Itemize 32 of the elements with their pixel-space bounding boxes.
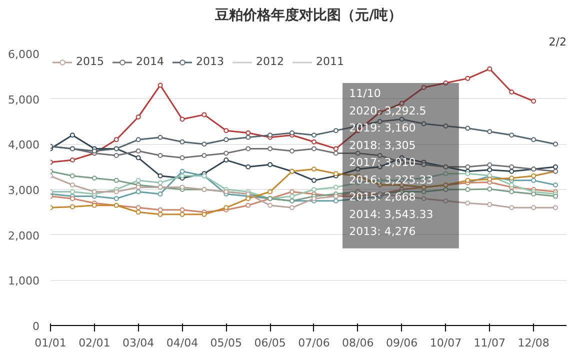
- x-tick-label: 04/04: [166, 336, 198, 350]
- y-tick-label: 6,000: [8, 48, 40, 61]
- x-tick-label: 10/07: [430, 336, 462, 350]
- legend-label: 2013: [196, 55, 224, 68]
- y-tick-label: 0: [32, 320, 40, 333]
- chart-title: 豆粕价格年度对比图（元/吨）: [214, 6, 402, 24]
- x-tick-label: 01/01: [34, 336, 66, 350]
- annotation: 2015: 2,668: [349, 190, 416, 204]
- y-tick-label: 5,000: [8, 93, 40, 106]
- annotation: 2014: 3,543.33: [349, 208, 434, 221]
- x-tick-label: 08/06: [342, 336, 374, 350]
- annotation: 2018: 3,305: [349, 138, 416, 152]
- x-tick-label: 02/01: [78, 336, 110, 350]
- y-tick-label: 2,000: [8, 229, 40, 242]
- annotation: 2020: 3,292.5: [349, 104, 426, 118]
- text: 2/2: [548, 36, 566, 48]
- x-tick-label: 11/07: [474, 336, 506, 350]
- legend-label: 2014: [136, 55, 164, 68]
- y-tick-label: 3,000: [8, 184, 40, 197]
- x-tick-label: 03/04: [122, 336, 154, 350]
- annotation: 11/10: [349, 87, 381, 100]
- legend-label: 2011: [316, 55, 344, 68]
- x-tick-label: 06/05: [254, 336, 286, 350]
- legend-label: 2012: [256, 55, 284, 68]
- x-tick-label: 09/06: [386, 336, 418, 350]
- y-tick-label: 1,000: [8, 274, 40, 288]
- annotation: 2013: 4,276: [349, 225, 416, 238]
- x-tick-label: 05/05: [210, 336, 242, 350]
- legend-label: 2015: [76, 55, 104, 68]
- y-tick-label: 4,000: [8, 138, 40, 152]
- x-tick-label: 12/08: [518, 336, 550, 350]
- x-tick-label: 07/06: [298, 336, 330, 350]
